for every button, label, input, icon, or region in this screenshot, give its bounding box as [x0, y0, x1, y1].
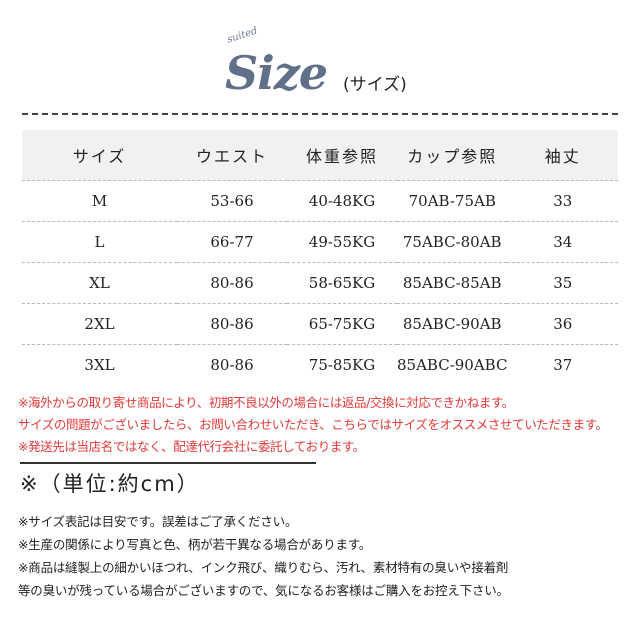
warning-notes: ※海外からの取り寄せ商品により、初期不良以外の場合には返品/交換に対応できかねま…	[18, 392, 608, 458]
suited-label: suited	[225, 25, 259, 46]
table-cell: 80-86	[177, 344, 287, 385]
note: ※商品は縫製上の細かいほつれ、インク飛び、織りむら、汚れ、素材特有の臭いや接着剤	[18, 560, 509, 575]
table-cell: 80-86	[177, 262, 287, 304]
size-title: suited Size (サイズ)	[215, 25, 475, 108]
table-cell: XL	[22, 262, 177, 304]
note: ※生産の関係により写真と色、柄が若干異なる場合があります。	[18, 537, 372, 552]
table-cell: 37	[507, 344, 618, 385]
table-cell: 3XL	[22, 344, 177, 385]
warning-note: サイズの問題がございましたら、お問い合わせいただき、こちらではサイズをオススメさ…	[18, 417, 608, 432]
notes: ※サイズ表記は目安です。誤差はご了承ください。 ※生産の関係により写真と色、柄が…	[18, 510, 509, 602]
warning-note: ※海外からの取り寄せ商品により、初期不良以外の場合には返品/交換に対応できかねま…	[18, 395, 514, 410]
table-cell: 85ABC-90AB	[397, 303, 508, 345]
table-cell: 85ABC-85AB	[397, 262, 508, 304]
dashed-divider	[22, 113, 618, 115]
table-cell: 80-86	[177, 303, 287, 345]
size-label: (サイズ)	[343, 75, 407, 95]
table-cell: 40-48KG	[287, 180, 397, 222]
header-weight: 体重参照	[287, 130, 397, 181]
divider	[20, 462, 316, 464]
table-cell: 36	[507, 303, 618, 345]
table-cell: 34	[507, 221, 618, 263]
table-cell: 58-65KG	[287, 262, 397, 304]
table-cell: M	[22, 180, 177, 222]
table-row: XL 80-86 58-65KG 85ABC-85AB 35	[22, 262, 618, 304]
table-cell: 70AB-75AB	[397, 180, 508, 222]
table-row: 2XL 80-86 65-75KG 85ABC-90AB 36	[22, 303, 618, 345]
header-size: サイズ	[22, 130, 177, 181]
header-sleeve: 袖丈	[507, 130, 618, 181]
table-cell: 85ABC-90ABC	[397, 344, 508, 385]
header-waist: ウエスト	[177, 130, 287, 181]
table-cell: 75ABC-80AB	[397, 221, 508, 263]
table-cell: 66-77	[177, 221, 287, 263]
table-cell: 35	[507, 262, 618, 304]
table-cell: L	[22, 221, 177, 263]
table-header-row: サイズ ウエスト 体重参照 カップ参照 袖丈	[22, 130, 618, 181]
table-cell: 49-55KG	[287, 221, 397, 263]
size-logo: Size	[225, 46, 328, 100]
table-row: 3XL 80-86 75-85KG 85ABC-90ABC 37	[22, 344, 618, 385]
table-row: L 66-77 49-55KG 75ABC-80AB 34	[22, 221, 618, 263]
table-cell: 2XL	[22, 303, 177, 345]
table-row: M 53-66 40-48KG 70AB-75AB 33	[22, 180, 618, 222]
unit-label: ※（単位:約cm）	[20, 472, 200, 496]
header-cup: カップ参照	[397, 130, 508, 181]
table-cell: 65-75KG	[287, 303, 397, 345]
table-cell: 75-85KG	[287, 344, 397, 385]
note: ※サイズ表記は目安です。誤差はご了承ください。	[18, 514, 298, 529]
note: 等の臭いが残っている場合がございますので、気になるお客様はご購入をお控え下さい。	[18, 583, 509, 598]
table-cell: 53-66	[177, 180, 287, 222]
size-table: サイズ ウエスト 体重参照 カップ参照 袖丈 M 53-66 40-48KG 70AB…	[22, 130, 618, 385]
table-cell: 33	[507, 180, 618, 222]
warning-note: ※発送先は当店名ではなく、配達代行会社に委託しております。	[18, 439, 365, 454]
